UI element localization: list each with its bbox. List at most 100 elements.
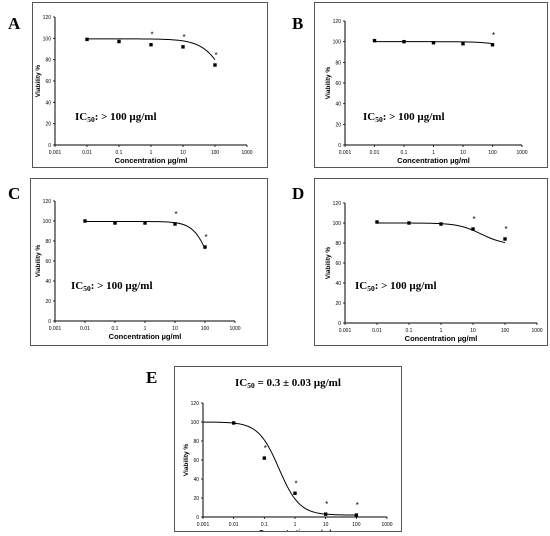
data-point xyxy=(375,220,379,224)
x-tick-label: 100 xyxy=(211,150,220,156)
ic50-subscript: 50 xyxy=(87,115,95,124)
y-tick-label: 120 xyxy=(43,15,52,21)
data-point xyxy=(149,43,153,47)
chart-panel-b: 0 20 40 60 80 100 120 0.001 0.01 0.1 1 10 100 1000 Con… xyxy=(314,2,548,168)
fit-curve xyxy=(87,38,216,61)
y-tick-label: 120 xyxy=(333,201,342,207)
ic50-value: : > 100 µg/ml xyxy=(383,111,445,123)
panel-letter-e: E xyxy=(146,368,158,387)
x-tick-label: 10 xyxy=(470,328,476,334)
data-point xyxy=(293,491,297,495)
significance-asterisk: * xyxy=(174,210,177,219)
ic50-prefix: IC xyxy=(75,111,87,123)
y-tick-label: 80 xyxy=(45,239,51,245)
ic50-label: IC50: > 100 µg/ml xyxy=(363,111,445,124)
chart-a-svg: 0 20 40 60 80 100 120 0.001 0.01 0.1 1 10 100 1000 Con… xyxy=(35,15,253,165)
y-tick-label: 60 xyxy=(45,79,51,85)
x-tick-label: 1 xyxy=(144,326,147,332)
x-axis-label: Concentration µg/ml xyxy=(397,156,470,165)
x-tick-label: 1000 xyxy=(381,522,392,528)
significance-asterisk: * xyxy=(150,31,153,40)
ic50-subscript: 50 xyxy=(367,284,375,293)
y-tick-label: 120 xyxy=(191,401,200,407)
x-tick-label: 10 xyxy=(172,326,178,332)
x-tick-label: 1 xyxy=(432,150,435,156)
y-tick-label: 40 xyxy=(335,281,341,287)
x-tick-label: 1 xyxy=(440,328,443,334)
data-point xyxy=(203,245,207,249)
x-tick-label: 1 xyxy=(150,150,153,156)
x-tick-label: 0.001 xyxy=(339,150,352,156)
significance-asterisk: * xyxy=(214,51,217,60)
ic50-prefix: IC xyxy=(235,377,247,389)
x-tick-label: 0.01 xyxy=(82,150,92,156)
x-tick-label: 0.001 xyxy=(197,522,210,528)
x-axis-label: Concentration µg/ml xyxy=(109,332,182,341)
panel-letter-a: A xyxy=(8,14,21,33)
ic50-label: IC50: > 100 µg/ml xyxy=(75,111,157,124)
x-tick-label: 100 xyxy=(501,328,510,334)
y-tick-label: 80 xyxy=(193,439,199,445)
chart-e-svg: 0 20 40 60 80 100 120 0.001 0.01 0.1 1 10 100 1000 Con… xyxy=(183,377,393,536)
data-point xyxy=(113,221,117,225)
y-tick-label: 0 xyxy=(338,143,341,149)
fit-curve xyxy=(202,421,357,516)
x-tick-label: 100 xyxy=(201,326,210,332)
y-tick-label: 20 xyxy=(335,301,341,307)
data-point xyxy=(354,513,359,517)
x-tick-label: 0.001 xyxy=(49,150,62,156)
significance-asterisk: * xyxy=(356,501,359,510)
data-point xyxy=(181,45,185,49)
ic50-subscript: 50 xyxy=(83,284,91,293)
y-tick-label: 100 xyxy=(333,221,342,227)
ic50-value: : > 100 µg/ml xyxy=(375,280,437,292)
significance-asterisk: * xyxy=(472,215,475,224)
ic50-value: = 0.3 ± 0.03 µg/ml xyxy=(255,377,341,389)
y-tick-label: 100 xyxy=(333,40,342,46)
y-tick-label: 0 xyxy=(48,143,51,149)
panel-letter-b: B xyxy=(292,14,304,33)
chart-c-svg: 0 20 40 60 80 100 120 0.001 0.01 0.1 1 10 100 1000 Con… xyxy=(35,199,241,341)
data-point xyxy=(323,512,328,516)
x-tick-label: 0.1 xyxy=(112,326,119,332)
data-point xyxy=(402,39,406,44)
ic50-label: IC50 = 0.3 ± 0.03 µg/ml xyxy=(235,377,341,390)
x-tick-label: 0.01 xyxy=(229,522,239,528)
y-axis-label: Viability % xyxy=(325,247,332,280)
x-tick-label: 10 xyxy=(460,150,466,156)
y-tick-label: 80 xyxy=(335,60,341,66)
y-tick-label: 100 xyxy=(43,36,52,42)
ic50-prefix: IC xyxy=(355,280,367,292)
data-point xyxy=(439,222,443,226)
data-point xyxy=(231,421,236,425)
y-tick-label: 40 xyxy=(193,477,199,483)
y-axis-label: Viability % xyxy=(325,67,332,100)
x-tick-label: 10 xyxy=(180,150,186,156)
ic50-label: IC50: > 100 µg/ml xyxy=(355,280,437,293)
data-point xyxy=(503,237,507,241)
x-tick-label: 0.1 xyxy=(401,150,408,156)
y-tick-label: 0 xyxy=(338,321,341,327)
chart-panel-d: 0 20 40 60 80 100 120 0.001 0.01 0.1 1 10 100 1000 Con… xyxy=(314,178,548,346)
significance-asterisk: * xyxy=(325,500,328,509)
chart-panel-c: 0 20 40 60 80 100 120 0.001 0.01 0.1 1 10 100 1000 Con… xyxy=(30,178,268,346)
x-tick-label: 0.01 xyxy=(372,328,382,334)
data-point xyxy=(461,42,465,46)
y-tick-label: 120 xyxy=(43,199,52,205)
x-tick-label: 0.01 xyxy=(370,150,380,156)
y-tick-label: 80 xyxy=(45,58,51,64)
significance-asterisk: * xyxy=(264,444,267,453)
data-point xyxy=(213,63,217,67)
chart-panel-a: 0 20 40 60 80 100 120 0.001 0.01 0.1 1 10 100 1000 Con… xyxy=(32,2,268,168)
x-tick-label: 1000 xyxy=(516,150,527,156)
x-tick-label: 0.001 xyxy=(339,328,352,334)
x-tick-label: 0.01 xyxy=(80,326,90,332)
data-point xyxy=(407,221,411,225)
data-point xyxy=(85,37,89,42)
x-tick-label: 1000 xyxy=(241,150,252,156)
fit-curve xyxy=(377,222,506,244)
ic50-prefix: IC xyxy=(363,111,375,123)
x-axis-label: Concentration µg/ml xyxy=(115,156,188,165)
ic50-subscript: 50 xyxy=(375,115,383,124)
significance-asterisk: * xyxy=(504,225,507,234)
